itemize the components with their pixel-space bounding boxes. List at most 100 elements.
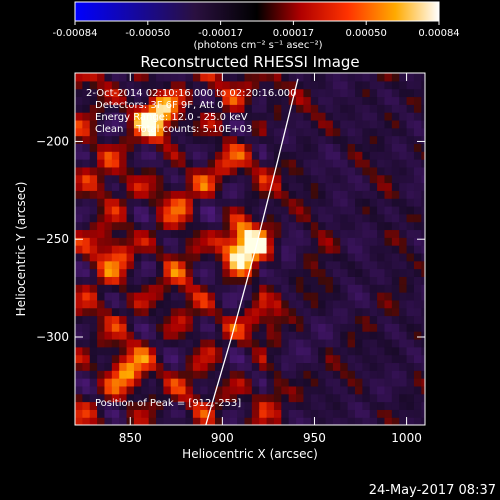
heatmap-cell (347, 143, 356, 152)
heatmap-cell (296, 260, 305, 270)
heatmap-cell (229, 135, 238, 144)
heatmap-cell (192, 315, 201, 324)
heatmap-cell (126, 409, 135, 418)
heatmap-cell (104, 104, 113, 113)
heatmap-cell (178, 299, 187, 309)
heatmap-cell (281, 143, 290, 152)
heatmap-cell (192, 292, 201, 301)
heatmap-cell (104, 135, 113, 144)
heatmap-cell (288, 276, 297, 285)
heatmap-cell (273, 112, 282, 121)
heatmap-cell (421, 370, 425, 379)
heatmap-cell (156, 260, 165, 270)
heatmap-cell (281, 378, 290, 387)
heatmap-cell (126, 346, 135, 356)
heatmap-cell (406, 307, 415, 317)
heatmap-cell (332, 229, 341, 238)
heatmap-cell (156, 346, 165, 356)
heatmap-cell (384, 385, 393, 395)
heatmap-cell (310, 299, 319, 309)
heatmap-cell (251, 229, 260, 238)
heatmap-cell (310, 151, 319, 160)
heatmap-cell (377, 409, 386, 418)
heatmap-cell (89, 190, 98, 199)
heatmap-cell (310, 338, 319, 348)
heatmap-cell (229, 104, 238, 113)
heatmap-cell (215, 245, 223, 254)
heatmap-cell (325, 252, 334, 262)
heatmap-cell (156, 378, 165, 387)
heatmap-cell (133, 252, 142, 262)
heatmap-cell (413, 284, 422, 293)
heatmap-cell (244, 292, 253, 301)
heatmap-cell (141, 401, 150, 410)
heatmap-cell (332, 205, 341, 215)
heatmap-cell (384, 378, 393, 387)
heatmap-cell (421, 252, 425, 262)
heatmap-cell (377, 245, 386, 254)
heatmap-cell (178, 135, 187, 144)
heatmap-cell (97, 237, 106, 246)
heatmap-cell (229, 378, 238, 387)
heatmap-cell (347, 315, 356, 324)
heatmap-cell (170, 88, 179, 98)
heatmap-cell (237, 205, 246, 215)
heatmap-cell (318, 127, 327, 137)
heatmap-cell (273, 417, 282, 425)
heatmap-cell (391, 393, 400, 403)
heatmap-cell (229, 338, 238, 348)
heatmap-cell (310, 213, 319, 223)
heatmap-cell (384, 276, 393, 285)
heatmap-cell (104, 88, 113, 98)
heatmap-cell (185, 190, 194, 199)
heatmap-cell (185, 362, 194, 371)
heatmap-cell (347, 198, 356, 207)
heatmap-cell (391, 112, 400, 121)
heatmap-cell (104, 401, 113, 410)
heatmap-cell (413, 393, 422, 403)
heatmap-cell (111, 104, 120, 113)
heatmap-cell (148, 190, 157, 199)
heatmap-cell (288, 112, 297, 121)
heatmap-cell (207, 104, 216, 113)
heatmap-cell (119, 331, 128, 340)
heatmap-cell (163, 80, 172, 90)
heatmap-cell (229, 245, 238, 254)
heatmap-cell (237, 417, 246, 425)
heatmap-cell (89, 127, 98, 137)
heatmap-cell (406, 221, 415, 231)
heatmap-cell (104, 370, 113, 379)
heatmap-cell (89, 245, 98, 254)
heatmap-cell (413, 237, 422, 246)
heatmap-cell (200, 190, 209, 199)
heatmap-cell (170, 346, 179, 356)
heatmap-cell (391, 323, 400, 332)
heatmap-cell (421, 159, 425, 168)
heatmap-cell (126, 401, 135, 410)
heatmap-cell (369, 354, 378, 364)
heatmap-cell (97, 229, 106, 238)
heatmap-cell (192, 205, 201, 215)
heatmap-cell (200, 362, 209, 371)
heatmap-cell (207, 409, 216, 418)
heatmap-cell (303, 213, 312, 223)
heatmap-cell (273, 346, 282, 356)
heatmap-cell (391, 174, 400, 184)
heatmap-cell (384, 245, 393, 254)
heatmap-cell (413, 159, 422, 168)
heatmap-cell (325, 182, 334, 191)
heatmap-cell (185, 198, 194, 207)
heatmap-cell (163, 119, 172, 129)
heatmap-cell (259, 284, 268, 293)
heatmap-cell (104, 393, 113, 403)
heatmap-cell (399, 385, 408, 395)
heatmap-cell (178, 213, 187, 223)
heatmap-cell (156, 159, 165, 168)
heatmap-cell (362, 362, 371, 371)
heatmap-cell (281, 315, 290, 324)
heatmap-cell (377, 174, 386, 184)
heatmap-cell (347, 378, 356, 387)
heatmap-cell (82, 237, 91, 246)
heatmap-cell (126, 307, 135, 317)
heatmap-cell (288, 104, 297, 113)
